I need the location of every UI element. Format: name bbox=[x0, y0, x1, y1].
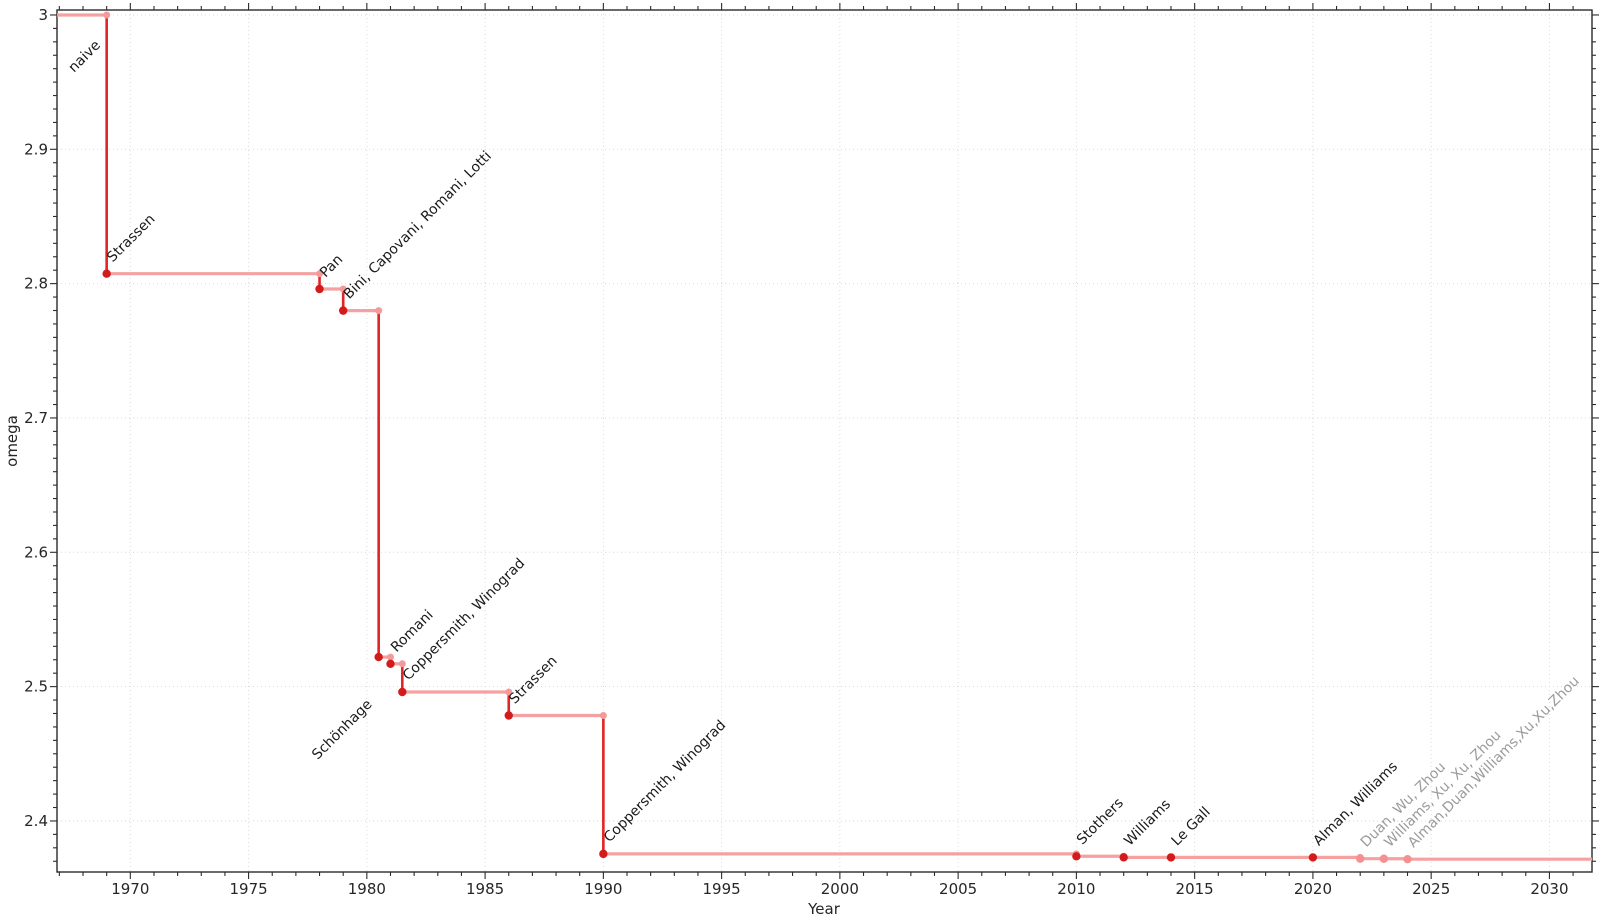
data-point-marker bbox=[1379, 854, 1389, 863]
tick-label-x: 1970 bbox=[111, 880, 149, 898]
annotation-label: Coppersmith, Winograd bbox=[601, 717, 729, 845]
corner-point-marker bbox=[103, 11, 111, 19]
annotation-label: Bini, Capovani, Romani, Lotti bbox=[341, 148, 495, 302]
tick-label-x: 2030 bbox=[1530, 880, 1568, 898]
annotation-label: Williams bbox=[1121, 796, 1174, 849]
annotation-label: Alman,Duan,Williams,Xu,Xu,Zhou bbox=[1405, 673, 1583, 851]
annotation-label: Stothers bbox=[1074, 795, 1127, 848]
data-point-marker bbox=[599, 849, 608, 859]
annotation-label: Strassen bbox=[506, 653, 560, 707]
tick-label-x: 1990 bbox=[584, 880, 622, 898]
corner-point-marker bbox=[386, 653, 394, 661]
annotation-label: Schönhage bbox=[309, 697, 375, 763]
tick-label-y: 2.9 bbox=[24, 140, 48, 158]
data-point-marker bbox=[1308, 853, 1318, 862]
data-point-marker bbox=[386, 659, 395, 668]
tick-label-y: 2.5 bbox=[24, 678, 48, 696]
tick-label-x: 2015 bbox=[1176, 880, 1214, 898]
tick-label-x: 2010 bbox=[1057, 880, 1095, 898]
tick-label-x: 2025 bbox=[1412, 880, 1450, 898]
tick-label-x: 1980 bbox=[348, 880, 386, 898]
x-axis-label: Year bbox=[807, 900, 841, 918]
data-point-marker bbox=[338, 306, 348, 315]
corner-point-marker bbox=[339, 285, 347, 293]
tick-label-y: 2.7 bbox=[24, 409, 48, 427]
tick-label-x: 2000 bbox=[821, 880, 859, 898]
annotation-label: naive bbox=[66, 37, 104, 75]
data-point-marker bbox=[1119, 853, 1128, 862]
data-point-marker bbox=[1403, 854, 1412, 864]
tick-label-x: 1975 bbox=[229, 880, 267, 898]
tick-label-y: 2.4 bbox=[24, 812, 48, 830]
axis-spine bbox=[56, 9, 1593, 873]
data-point-marker bbox=[374, 652, 383, 662]
annotation-label: Le Gall bbox=[1169, 804, 1214, 849]
corner-point-marker bbox=[599, 712, 607, 720]
data-point-marker bbox=[315, 284, 324, 294]
data-point-marker bbox=[398, 687, 407, 697]
tick-label-y: 2.6 bbox=[24, 543, 48, 561]
corner-point-marker bbox=[505, 688, 513, 696]
annotation-label: Strassen bbox=[104, 211, 158, 265]
data-point-marker bbox=[504, 711, 513, 720]
data-point-marker bbox=[1166, 853, 1176, 862]
corner-point-marker bbox=[316, 270, 324, 278]
tick-label-x: 2020 bbox=[1294, 880, 1332, 898]
tick-label-y: 2.8 bbox=[24, 275, 48, 293]
data-point-marker bbox=[1356, 854, 1365, 863]
tick-label-x: 1985 bbox=[466, 880, 504, 898]
tick-label-y: 3 bbox=[38, 6, 48, 24]
tick-label-x: 1995 bbox=[703, 880, 741, 898]
tick-label-x: 2005 bbox=[939, 880, 977, 898]
y-axis-label: omega bbox=[3, 415, 21, 467]
data-point-marker bbox=[102, 269, 111, 278]
data-point-marker bbox=[1072, 852, 1081, 861]
annotation-label: Williams, Xu, Xu, Zhou bbox=[1381, 727, 1504, 850]
corner-point-marker bbox=[375, 307, 383, 315]
corner-point-marker bbox=[398, 660, 406, 668]
